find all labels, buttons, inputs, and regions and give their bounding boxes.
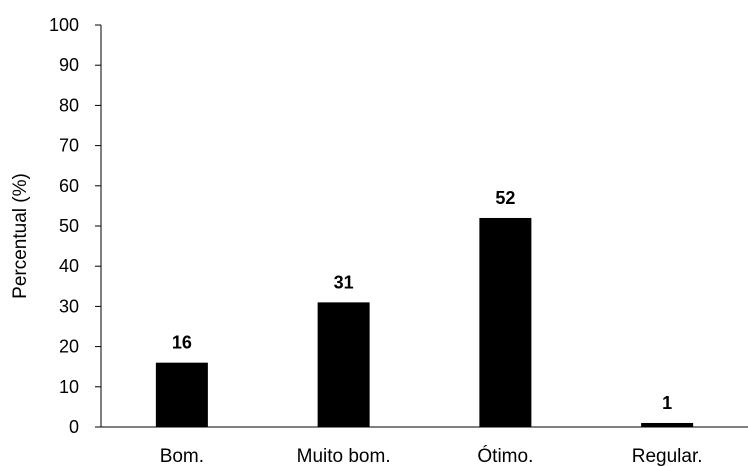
y-tick-label: 0 (69, 417, 79, 437)
bars (155, 217, 694, 427)
bar (317, 302, 370, 427)
y-tick-label: 40 (59, 256, 79, 276)
x-category-label: Ótimo. (477, 445, 533, 466)
x-category-label: Regular. (632, 446, 703, 466)
y-tick-label: 10 (59, 377, 79, 397)
x-category-label: Muito bom. (297, 446, 391, 466)
y-tick-label: 100 (49, 15, 79, 35)
bar-value-label: 16 (172, 333, 192, 353)
bar (479, 217, 532, 427)
y-tick-label: 60 (59, 176, 79, 196)
y-tick-label: 20 (59, 337, 79, 357)
x-axis-categories: Bom. Muito bom. Ótimo. Regular. (160, 445, 703, 466)
y-axis-ticks: 0 10 20 30 40 50 60 70 80 90 100 (49, 15, 101, 437)
y-tick-label: 50 (59, 216, 79, 236)
y-tick-label: 80 (59, 95, 79, 115)
bar-value-label: 1 (662, 393, 672, 413)
y-tick-label: 90 (59, 55, 79, 75)
bar-value-label: 52 (495, 188, 515, 208)
bar (155, 362, 208, 427)
data-labels: 16 31 52 1 (172, 188, 672, 413)
y-axis-title: Percentual (%) (10, 173, 31, 299)
x-category-label: Bom. (160, 446, 204, 466)
y-tick-label: 70 (59, 136, 79, 156)
bar (641, 422, 694, 427)
y-tick-label: 30 (59, 296, 79, 316)
bar-value-label: 31 (334, 272, 354, 292)
